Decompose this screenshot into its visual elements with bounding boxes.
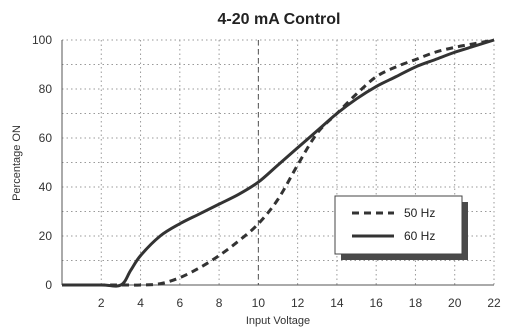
x-tick-label: 10 [252,296,266,310]
legend-label-60hz: 60 Hz [404,229,435,243]
x-tick-label: 4 [137,296,144,310]
axes: 0 20 40 60 80 100 2 4 6 8 10 12 14 16 18 20 22 [32,33,501,310]
legend: 50 Hz 60 Hz [334,195,468,260]
y-axis-label: Percentage ON [11,125,23,201]
x-tick-label: 12 [291,296,305,310]
legend-box [334,195,463,255]
y-tick-label: 60 [39,131,53,145]
x-tick-label: 20 [448,296,462,310]
series-line-50hz [62,38,495,287]
legend-label-50hz: 50 Hz [404,206,435,220]
x-tick-label: 2 [98,296,105,310]
x-tick-label: 18 [409,296,423,310]
y-tick-label: 40 [39,180,53,194]
y-tick-label: 100 [32,33,52,47]
x-tick-label: 14 [330,296,344,310]
x-tick-label: 8 [216,296,223,310]
y-tick-label: 0 [45,278,52,292]
y-tick-label: 80 [39,82,53,96]
x-axis-label: Input Voltage [246,315,310,327]
series-lines [62,38,495,288]
x-tick-label: 16 [370,296,384,310]
series-line-60hz [62,38,495,288]
x-tick-label: 22 [487,296,501,310]
chart-title: 4-20 mA Control [218,11,341,28]
y-tick-label: 20 [39,229,53,243]
x-tick-label: 6 [176,296,183,310]
